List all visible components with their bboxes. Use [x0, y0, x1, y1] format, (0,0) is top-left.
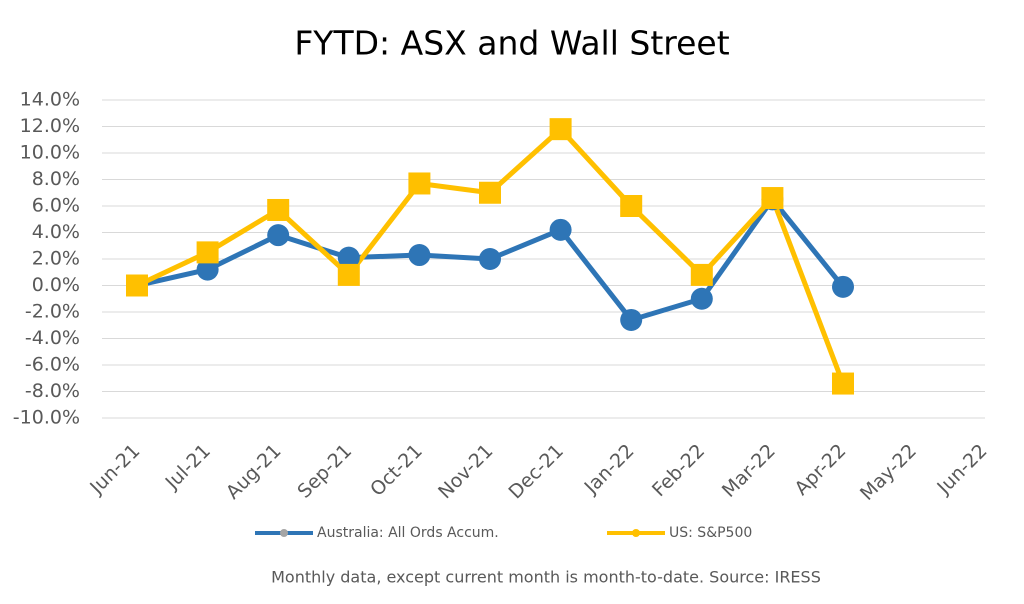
y-tick-label: 10.0%: [20, 142, 80, 164]
y-tick-label: -4.0%: [25, 327, 80, 349]
x-tick-label: Sep-21: [293, 440, 356, 503]
marker: [196, 258, 219, 281]
x-tick-label: Dec-21: [505, 440, 569, 504]
marker: [196, 241, 219, 264]
marker: [408, 172, 431, 195]
y-tick-label: -2.0%: [25, 301, 80, 323]
legend-marker: [632, 529, 640, 537]
y-tick-label: 4.0%: [32, 221, 80, 243]
marker: [761, 187, 784, 210]
x-tick-label: Oct-21: [366, 440, 427, 501]
marker: [620, 195, 643, 217]
marker: [832, 275, 854, 298]
y-tick-label: 2.0%: [32, 248, 80, 270]
x-tick-label: Aug-21: [222, 440, 286, 504]
legend-marker: [280, 529, 288, 537]
y-tick-label: 8.0%: [32, 168, 80, 190]
x-tick-label: Jun-22: [932, 440, 991, 499]
x-tick-label: Jul-21: [161, 440, 215, 494]
y-tick-label: 14.0%: [20, 89, 80, 111]
y-tick-label: -6.0%: [25, 354, 80, 376]
y-tick-label: 12.0%: [20, 115, 80, 137]
marker: [479, 181, 501, 204]
marker: [337, 263, 360, 286]
marker: [337, 246, 360, 269]
marker: [408, 244, 431, 267]
legend-label: Australia: All Ords Accum.: [317, 525, 499, 541]
x-tick-label: May-22: [856, 440, 921, 505]
x-tick-label: Jan-22: [580, 440, 639, 499]
marker: [690, 263, 713, 286]
marker: [126, 274, 148, 297]
marker: [549, 118, 572, 141]
marker: [479, 248, 501, 270]
marker: [267, 224, 290, 247]
marker: [690, 287, 713, 310]
marker: [549, 218, 572, 241]
chart-title: FYTD: ASX and Wall Street: [294, 24, 729, 63]
x-tick-label: Feb-22: [648, 440, 709, 501]
x-tick-label: Mar-22: [718, 440, 780, 502]
legend-label: US: S&P500: [669, 525, 752, 541]
marker: [832, 372, 854, 395]
x-tick-label: Apr-22: [791, 440, 851, 500]
x-tick-label: Jun-21: [85, 440, 144, 499]
source-note: Monthly data, except current month is mo…: [271, 568, 821, 587]
y-tick-label: -8.0%: [25, 380, 80, 402]
x-tick-label: Nov-21: [434, 440, 497, 503]
y-tick-label: -10.0%: [13, 407, 80, 429]
y-tick-label: 6.0%: [32, 195, 80, 217]
marker: [620, 308, 643, 331]
y-tick-label: 0.0%: [32, 274, 80, 296]
marker: [267, 198, 290, 221]
